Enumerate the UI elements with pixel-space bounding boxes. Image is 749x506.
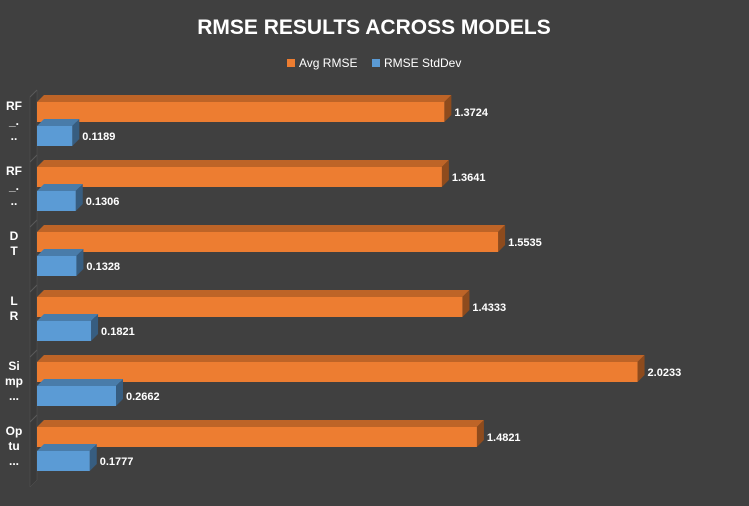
- legend-label: RMSE StdDev: [384, 56, 461, 70]
- bar-top-face: [37, 420, 484, 427]
- bar: [37, 126, 73, 146]
- bar-3d-avg-rmse: 1.3724: [37, 95, 489, 122]
- bar-3d-rmse-stddev: 0.2662: [37, 379, 160, 406]
- bar: [37, 321, 92, 341]
- bar: [37, 427, 477, 447]
- bar-top-face: [37, 314, 99, 321]
- bar-top-face: [37, 225, 506, 232]
- bar-3d-rmse-stddev: 0.1306: [37, 184, 119, 211]
- bar: [37, 232, 499, 252]
- category-separator: [29, 154, 38, 163]
- bar-side-face: [91, 314, 99, 341]
- bar-top-face: [37, 444, 97, 451]
- bar-3d-avg-rmse: 1.4333: [37, 290, 506, 317]
- bar-3d-rmse-stddev: 0.1189: [37, 119, 115, 146]
- bar-side-face: [498, 225, 506, 252]
- bar-top-face: [37, 290, 470, 297]
- bar-3d-rmse-stddev: 0.1821: [37, 314, 135, 341]
- bar-side-face: [444, 95, 452, 122]
- bar-side-face: [75, 184, 83, 211]
- bars-group: 1.3724 0.1189 1.3641 0.1306 1.5535 0.1328 1.43…: [37, 95, 681, 471]
- bar: [37, 297, 463, 317]
- bar-side-face: [76, 249, 84, 276]
- data-label: 1.4333: [472, 302, 506, 314]
- data-label: 0.1821: [101, 326, 135, 338]
- category-label: Op tu...: [6, 424, 23, 468]
- bar: [37, 102, 445, 122]
- bar-3d-rmse-stddev: 0.1328: [37, 249, 120, 276]
- bar-top-face: [37, 249, 84, 256]
- data-label: 0.1189: [82, 131, 115, 143]
- legend-swatch: [287, 59, 295, 67]
- bar-side-face: [637, 355, 645, 382]
- bar-side-face: [72, 119, 80, 146]
- category-separator: [29, 219, 38, 228]
- bar-top-face: [37, 379, 124, 386]
- category-label: RF _...: [6, 164, 22, 208]
- data-label: 1.3724: [454, 107, 489, 119]
- bar-top-face: [37, 160, 449, 167]
- bar-top-face: [37, 95, 452, 102]
- bar-3d-rmse-stddev: 0.1777: [37, 444, 133, 471]
- bar-side-face: [441, 160, 449, 187]
- bar-side-face: [462, 290, 470, 317]
- category-separator: [29, 284, 38, 293]
- legend-swatch: [372, 59, 380, 67]
- data-label: 0.2662: [126, 391, 160, 403]
- data-label: 1.3641: [452, 172, 486, 184]
- bar: [37, 451, 90, 471]
- bar: [37, 256, 77, 276]
- bar: [37, 386, 117, 406]
- data-label: 0.1777: [100, 456, 134, 468]
- data-label: 0.1328: [86, 261, 120, 273]
- bar-top-face: [37, 355, 645, 362]
- bar-3d-avg-rmse: 1.4821: [37, 420, 521, 447]
- category-label: RF _...: [6, 99, 22, 143]
- data-label: 2.0233: [648, 367, 682, 379]
- data-label: 1.5535: [508, 237, 542, 249]
- bar-side-face: [476, 420, 484, 447]
- data-label: 0.1306: [86, 196, 120, 208]
- bar: [37, 362, 638, 382]
- bar-3d-avg-rmse: 1.5535: [37, 225, 542, 252]
- legend-label: Avg RMSE: [299, 56, 357, 70]
- bar: [37, 167, 442, 187]
- category-separator: [29, 89, 38, 98]
- category-separator: [29, 414, 38, 423]
- bar-top-face: [37, 119, 80, 126]
- category-separator: [29, 349, 38, 358]
- bar: [37, 191, 76, 211]
- chart-title: RMSE RESULTS ACROSS MODELS: [197, 16, 551, 39]
- bar-side-face: [89, 444, 97, 471]
- bar-3d-avg-rmse: 1.3641: [37, 160, 486, 187]
- axis-group: RF _. .. RF _. .. D T L R Si mp ... Op tu...: [5, 89, 38, 488]
- bar-top-face: [37, 184, 83, 191]
- category-label: Si mp...: [5, 359, 23, 403]
- legend: Avg RMSE RMSE StdDev: [287, 56, 461, 70]
- bar-side-face: [116, 379, 124, 406]
- bar-3d-avg-rmse: 2.0233: [37, 355, 681, 382]
- data-label: 1.4821: [487, 432, 521, 444]
